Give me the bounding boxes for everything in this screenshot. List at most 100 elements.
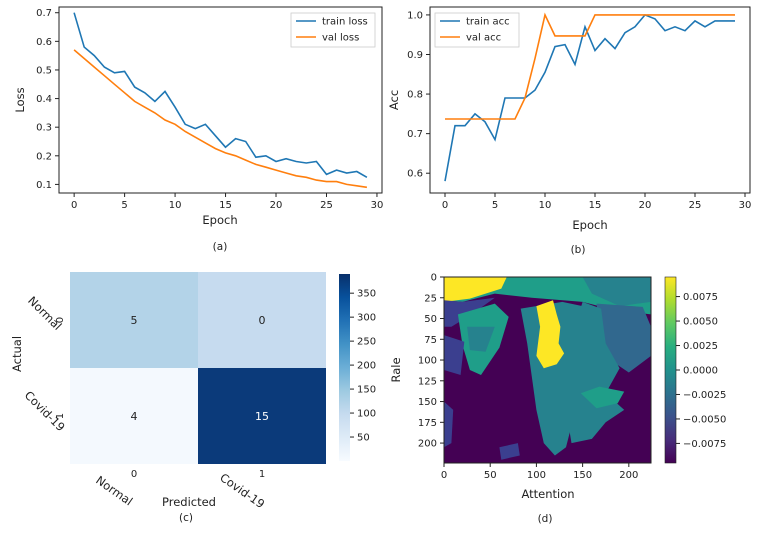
colorbar-tick-label: −0.0075	[683, 439, 726, 450]
y-tick-label: 100	[418, 356, 437, 367]
x-tick-label: 15	[219, 200, 232, 211]
attention-y-axis-label: Rale	[389, 357, 403, 382]
matrix-cell-1-0	[70, 368, 198, 464]
x-tick-label: 0	[442, 200, 448, 211]
x-tick-label: 5	[121, 200, 127, 211]
x-tick-label: 0	[71, 200, 77, 211]
attention-region-top-left	[444, 277, 507, 302]
x-tick-label: 10	[539, 200, 552, 211]
attention-x-axis-label: Attention	[521, 487, 574, 501]
colorbar-tick-label: 150	[357, 385, 376, 396]
attention-ticks: 0 50 100 150 200 0 25 50 75 100 125 150 175 200	[418, 273, 638, 482]
series-line-train-loss	[73, 12, 368, 178]
loss-x-axis-label: Epoch	[202, 213, 237, 227]
attention-region-center-stripe	[520, 301, 583, 456]
accuracy-y-ticks: 0.6 0.7 0.8 0.9 1.0	[407, 10, 430, 180]
x-tick-label: 200	[619, 470, 638, 481]
train-acc-legend-label: train acc	[466, 17, 510, 28]
y-tick-label: 75	[424, 335, 437, 346]
confusion-colorbar-ticks: 50 100 150 200 250 300 350	[350, 289, 376, 444]
panel-a-loss-chart: 0 5 10 15 20 25 30 0.1 0.2 0.3 0.4 0.5 0.6 0.7 Epoch…	[13, 6, 383, 253]
accuracy-plot-area	[444, 12, 735, 182]
x-tick-label: 50	[484, 470, 497, 481]
x-tick-label: 15	[589, 200, 602, 211]
confusion-colorbar	[339, 274, 350, 461]
y-tick-label: 200	[418, 439, 437, 450]
colorbar-tick-label: 0.0075	[683, 292, 718, 303]
colorbar-tick-label: 100	[357, 409, 376, 420]
matrix-cell-value: 4	[131, 410, 138, 423]
confusion-x-axis-label: Predicted	[162, 495, 216, 509]
y-tick-label: 0.8	[407, 90, 423, 101]
x-tick-label: 30	[371, 200, 384, 211]
y-tick-label: 25	[424, 293, 437, 304]
y-tick-label: 0.6	[407, 169, 423, 180]
series-line-val-acc	[445, 12, 735, 120]
colorbar-tick-label: 0.0025	[683, 341, 718, 352]
colorbar-tick-label: −0.0050	[683, 414, 726, 425]
attention-heatmap	[444, 277, 651, 463]
x-tick-label: 20	[639, 200, 652, 211]
val-acc-legend-label: val acc	[466, 33, 501, 44]
y-tick-label: 125	[418, 376, 437, 387]
y-tick-label: 1.0	[407, 10, 423, 21]
loss-y-ticks: 0.1 0.2 0.3 0.4 0.5 0.6 0.7	[36, 8, 59, 191]
confusion-y-axis-label: Actual	[10, 336, 24, 372]
matrix-cell-value: 0	[259, 314, 266, 327]
loss-x-ticks: 0 5 10 15 20 25 30	[71, 193, 383, 211]
matrix-cell-0-1	[198, 272, 326, 368]
accuracy-plot-frame	[429, 6, 751, 194]
accuracy-caption: (b)	[571, 244, 586, 256]
colorbar-tick-label: 200	[357, 361, 376, 372]
y-tick-label: 175	[418, 418, 437, 429]
x-tick-label: 20	[270, 200, 283, 211]
loss-y-axis-label: Loss	[13, 87, 27, 112]
attention-region-left-edge	[444, 335, 465, 375]
accuracy-x-ticks: 0 5 10 15 20 25 30	[442, 193, 751, 211]
matrix-cell-value: 5	[131, 314, 138, 327]
attention-colorbar-ticks: 0.0075 0.0050 0.0025 0.0000 −0.0025 −0.0050 −0…	[676, 292, 726, 450]
y-tick-label: 0.9	[407, 50, 423, 61]
attention-region-left-inner	[467, 326, 495, 352]
confusion-caption: (c)	[179, 512, 193, 524]
colorbar-tick-label: 0.0000	[683, 366, 718, 377]
y-tick-label: 0.7	[407, 129, 423, 140]
colorbar-tick-label: −0.0025	[683, 390, 726, 401]
y-tick-label: 0.5	[36, 65, 52, 76]
loss-legend-box	[290, 12, 376, 48]
attention-caption: (d)	[538, 513, 553, 525]
y-tick-label: 50	[424, 314, 437, 325]
loss-legend: train loss val loss	[290, 12, 376, 48]
attention-plot-frame	[443, 276, 652, 464]
x-tick-label: 25	[320, 200, 333, 211]
series-line-val-loss	[73, 49, 368, 189]
row-tick-label: 0	[55, 317, 66, 323]
x-tick-label: 0	[441, 470, 447, 481]
y-tick-label: 0.3	[36, 123, 52, 134]
x-tick-label: 10	[169, 200, 182, 211]
y-tick-label: 0	[431, 273, 437, 284]
accuracy-legend: train acc val acc	[434, 12, 520, 48]
panel-d-attention-map: 0 50 100 150 200 0 25 50 75 100 125 150 175 200 Atten…	[389, 273, 726, 526]
y-tick-label: 0.2	[36, 151, 52, 162]
accuracy-legend-box	[434, 12, 520, 48]
panel-b-accuracy-chart: 0 5 10 15 20 25 30 0.6 0.7 0.8 0.9 1.0 Epoch Acc t…	[387, 6, 751, 256]
colorbar-tick-label: 350	[357, 289, 376, 300]
loss-plot-frame	[58, 6, 383, 194]
row-class-label: Covid-19	[22, 388, 68, 434]
colorbar-tick-label: 50	[357, 433, 370, 444]
colorbar-tick-label: 300	[357, 313, 376, 324]
val-loss-legend-label: val loss	[322, 33, 359, 44]
attention-colorbar	[664, 276, 677, 464]
attention-region-top-right	[582, 277, 651, 307]
y-tick-label: 0.1	[36, 180, 52, 191]
x-tick-label: 100	[527, 470, 546, 481]
matrix-cell-0-0	[70, 272, 198, 368]
y-tick-label: 0.7	[36, 8, 52, 19]
confusion-matrix-cells: 5 0 4 15	[70, 272, 326, 464]
attention-region-lower-left	[444, 401, 454, 448]
loss-plot-area	[73, 12, 368, 189]
col-tick-label: 1	[259, 469, 265, 480]
